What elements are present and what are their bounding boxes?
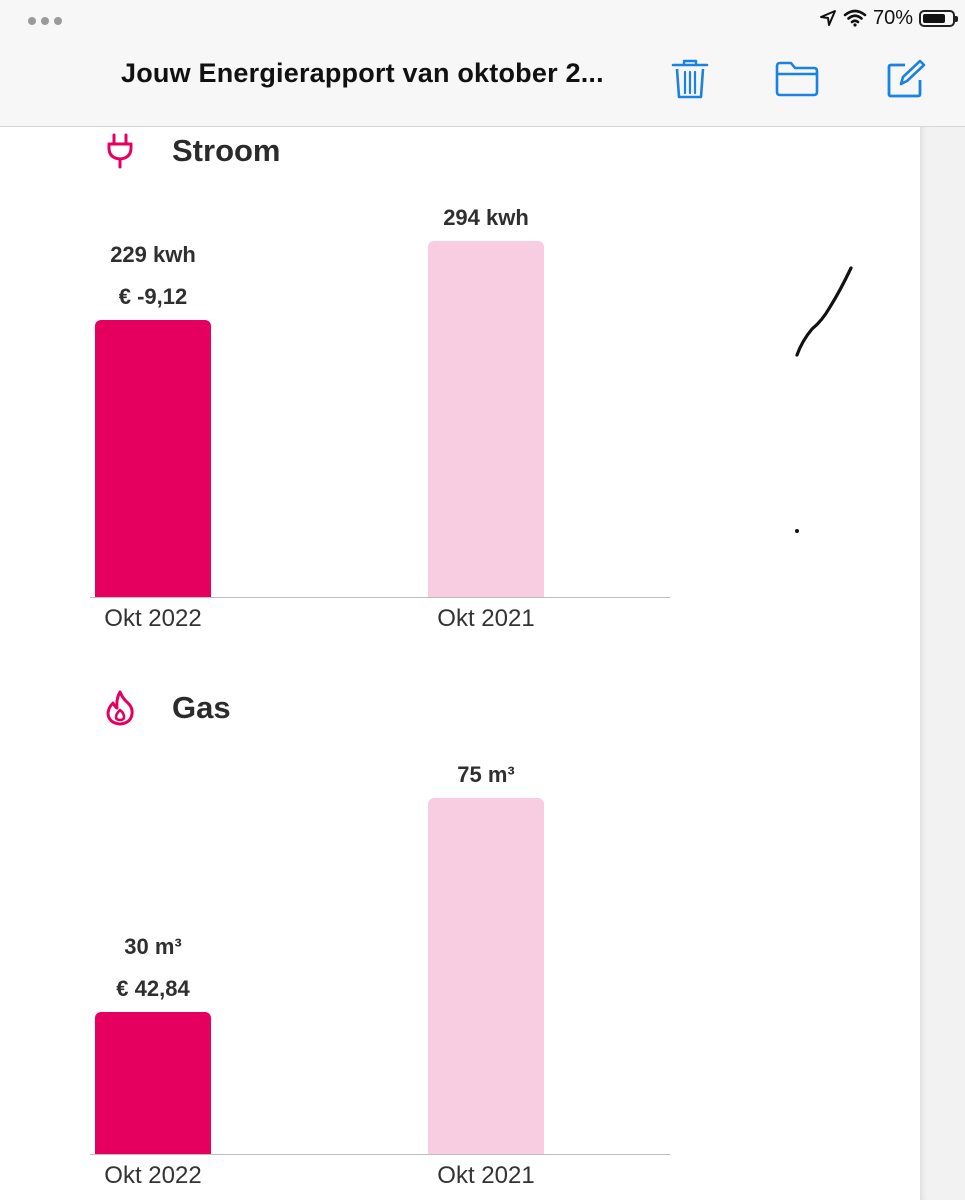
multitasking-dots-icon[interactable]: [28, 17, 62, 25]
wifi-icon: [843, 9, 867, 27]
battery-percent: 70%: [872, 6, 913, 29]
category-label: Okt 2022: [104, 605, 202, 632]
bar[interactable]: [95, 1012, 211, 1154]
bar[interactable]: [428, 798, 544, 1154]
gas-bar-chart: 30 m³ € 42,84 Okt 2022 75 m³ Okt 2021: [90, 757, 670, 1197]
stroom-bar-chart: 229 kwh € -9,12 Okt 2022 294 kwh Okt 2021: [90, 200, 670, 640]
folder-icon: [775, 61, 819, 97]
value-label: 30 m³: [124, 934, 182, 959]
section-title: Stroom: [172, 133, 281, 168]
cost-label: € 42,84: [116, 976, 190, 1001]
value-label: 294 kwh: [443, 205, 529, 230]
plug-icon: [100, 131, 140, 171]
section-header-stroom: Stroom: [100, 131, 281, 171]
location-arrow-icon: [819, 10, 836, 26]
chart-baseline: [90, 1154, 670, 1155]
navigation-bar: 70% Jouw Energierapport van oktober 2...: [0, 0, 965, 127]
cost-label: € -9,12: [118, 284, 188, 309]
page-title: Jouw Energierapport van oktober 2...: [121, 58, 604, 88]
compose-button[interactable]: [884, 57, 928, 101]
category-label: Okt 2021: [437, 1162, 535, 1189]
category-label: Okt 2021: [437, 605, 535, 632]
folder-button[interactable]: [774, 57, 820, 101]
category-label: Okt 2022: [104, 1162, 202, 1189]
bar[interactable]: [95, 320, 211, 597]
section-header-gas: Gas: [100, 688, 231, 728]
section-title: Gas: [172, 690, 231, 725]
chart-baseline: [90, 597, 670, 598]
status-bar: 70%: [819, 5, 958, 31]
value-label: 229 kwh: [110, 242, 196, 267]
scroll-edge-strip: [920, 127, 965, 1200]
bar[interactable]: [428, 241, 544, 597]
trash-icon: [671, 59, 709, 99]
pen-annotation: [795, 266, 853, 533]
flame-icon: [100, 688, 140, 728]
delete-button[interactable]: [668, 57, 712, 101]
battery-icon: [919, 9, 958, 27]
compose-icon: [887, 59, 926, 98]
value-label: 75 m³: [457, 762, 515, 787]
